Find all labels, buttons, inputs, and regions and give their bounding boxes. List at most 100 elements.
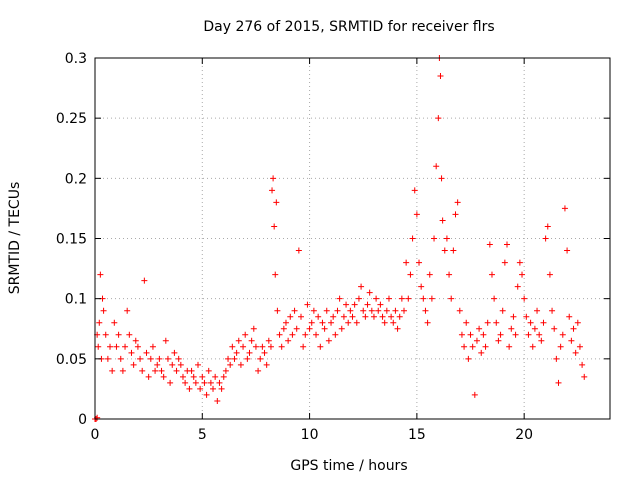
data-point: [418, 283, 425, 290]
data-point: [227, 361, 234, 368]
data-point: [216, 379, 223, 386]
data-point: [529, 343, 536, 350]
data-point: [117, 355, 124, 362]
data-point: [188, 367, 195, 374]
data-point: [201, 379, 208, 386]
data-point: [304, 301, 311, 308]
data-point: [497, 331, 504, 338]
data-point: [270, 175, 277, 182]
data-point: [521, 295, 528, 302]
y-tick-label: 0.25: [56, 111, 87, 127]
data-point: [428, 295, 435, 302]
data-point: [514, 283, 521, 290]
data-point: [280, 325, 287, 332]
data-point: [422, 307, 429, 314]
data-point: [510, 313, 517, 320]
data-point: [570, 325, 577, 332]
data-point: [295, 247, 302, 254]
data-point: [443, 235, 450, 242]
data-point: [368, 307, 375, 314]
x-axis-label: GPS time / hours: [290, 458, 407, 474]
data-point: [235, 337, 242, 344]
data-point: [152, 367, 159, 374]
data-point: [233, 349, 240, 356]
data-point: [328, 319, 335, 326]
data-point: [566, 313, 573, 320]
data-point: [242, 331, 249, 338]
data-point: [398, 295, 405, 302]
data-point: [102, 331, 109, 338]
data-point: [321, 325, 328, 332]
data-point: [298, 313, 304, 320]
x-tick-label: 20: [515, 427, 533, 443]
data-point: [164, 355, 171, 362]
data-point: [199, 373, 206, 380]
data-point: [246, 349, 253, 356]
data-point: [413, 211, 420, 218]
data-point: [461, 343, 468, 350]
data-point: [574, 319, 581, 326]
data-point: [269, 187, 276, 194]
y-tick-label: 0.05: [56, 352, 87, 368]
data-point: [285, 337, 292, 344]
data-point: [581, 373, 588, 380]
data-point: [175, 355, 182, 362]
data-point: [291, 307, 298, 314]
data-point: [334, 307, 341, 314]
data-point: [173, 367, 180, 374]
data-point: [467, 331, 474, 338]
data-point: [564, 247, 571, 254]
data-point: [450, 247, 457, 254]
data-point: [379, 313, 386, 320]
data-point: [396, 313, 403, 320]
data-point: [158, 367, 165, 374]
data-point: [542, 235, 549, 242]
data-point: [501, 259, 508, 266]
data-point: [274, 307, 281, 314]
x-tick-label: 15: [408, 427, 426, 443]
data-point: [527, 319, 534, 326]
data-point: [317, 343, 324, 350]
y-axis-ticks: 0 0.05 0.1 0.15 0.2 0.25 0.3: [56, 51, 610, 428]
data-point: [207, 379, 214, 386]
data-point: [523, 313, 530, 320]
data-point: [162, 337, 169, 344]
data-point: [482, 343, 489, 350]
data-point: [437, 73, 444, 80]
data-point: [319, 319, 326, 326]
data-point: [126, 331, 133, 338]
data-point: [145, 373, 152, 380]
data-point: [476, 325, 483, 332]
y-tick-label: 0.1: [65, 292, 87, 308]
data-point: [97, 271, 104, 278]
data-point: [169, 361, 176, 368]
data-point: [407, 271, 414, 278]
data-point: [471, 391, 478, 398]
data-point: [426, 271, 433, 278]
data-point: [366, 289, 373, 296]
data-point: [345, 319, 352, 326]
data-point: [179, 373, 186, 380]
data-point: [392, 307, 399, 314]
data-point: [508, 325, 515, 332]
data-point: [383, 307, 390, 314]
data-point: [104, 355, 111, 362]
data-point: [113, 343, 120, 350]
data-point: [111, 319, 118, 326]
data-point: [300, 343, 307, 350]
data-point: [465, 355, 472, 362]
data-point: [435, 115, 442, 122]
data-point: [225, 355, 232, 362]
data-point: [540, 319, 547, 326]
data-point: [525, 331, 532, 338]
data-point: [154, 361, 161, 368]
data-point: [568, 337, 575, 344]
data-point: [349, 313, 356, 320]
data-point: [139, 367, 146, 374]
data-point: [549, 307, 556, 314]
data-point: [456, 307, 463, 314]
data-point: [424, 319, 431, 326]
data-point: [222, 367, 229, 374]
data-point: [538, 337, 545, 344]
